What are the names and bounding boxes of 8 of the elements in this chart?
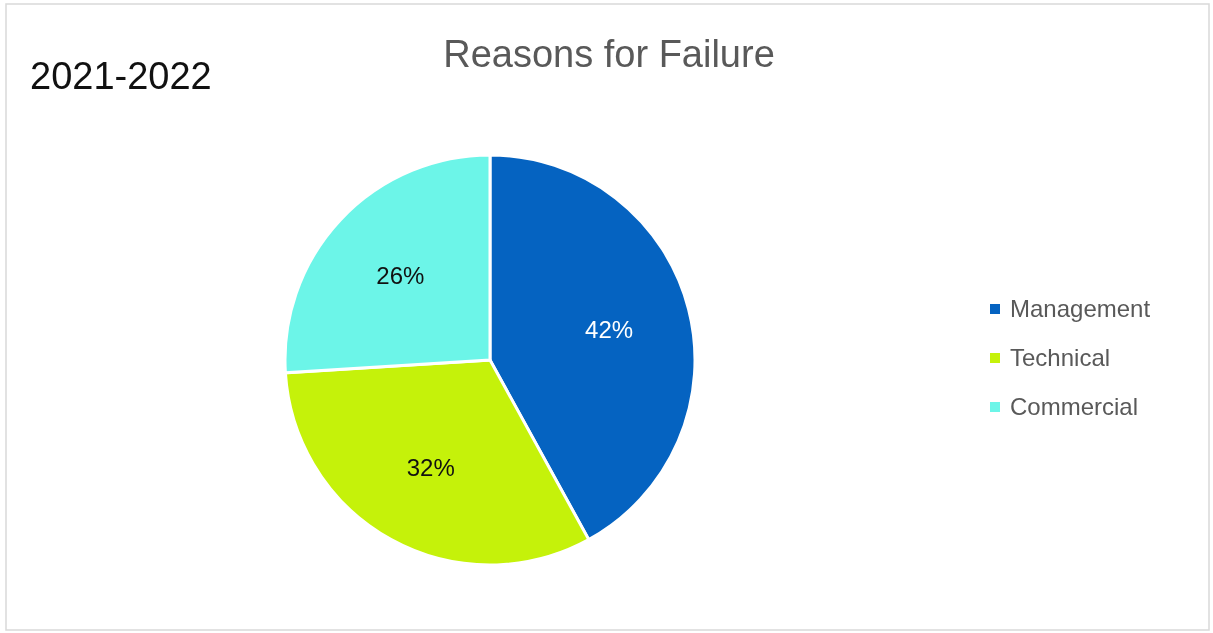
data-label: 42% (585, 315, 634, 343)
data-label: 32% (406, 454, 455, 482)
data-label: 26% (376, 262, 425, 290)
legend-label: Commercial (1010, 393, 1139, 421)
chart-title: Reasons for Failure (443, 33, 775, 75)
chart-subtitle: 2021-2022 (30, 55, 212, 97)
legend-label: Technical (1010, 344, 1111, 372)
legend-label: Management (1010, 295, 1151, 323)
